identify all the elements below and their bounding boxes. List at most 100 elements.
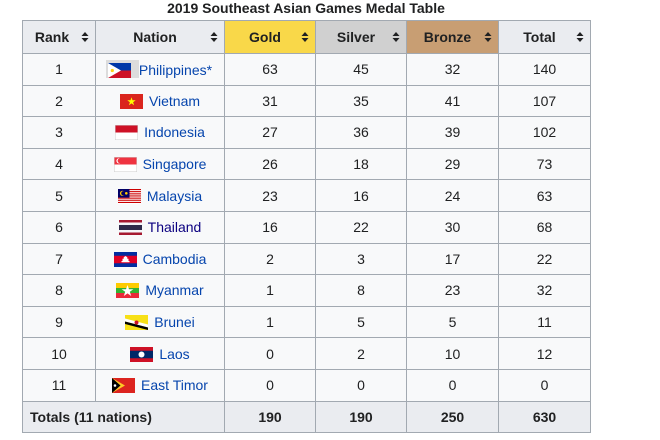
thailand-flag-icon[interactable] xyxy=(118,220,142,236)
nation-cell: East Timor xyxy=(95,368,225,402)
table-row: 7 Cambodia 2 3 17 22 xyxy=(22,242,591,276)
nation-link[interactable]: Singapore xyxy=(142,156,207,173)
total-cell: 0 xyxy=(498,368,591,402)
bronze-cell: 29 xyxy=(406,147,499,181)
silver-cell: 5 xyxy=(315,305,407,339)
table-row: 8 Myanmar 1 8 23 32 xyxy=(22,274,591,307)
sort-icon[interactable] xyxy=(81,31,89,43)
rank-cell: 5 xyxy=(22,179,96,212)
silver-column-header[interactable]: Silver xyxy=(315,20,407,54)
table-row: 2 Vietnam 31 35 41 107 xyxy=(22,84,591,118)
bronze-cell: 17 xyxy=(406,242,499,276)
gold-total: 190 xyxy=(224,400,316,433)
bronze-cell: 5 xyxy=(406,305,499,339)
table-caption: 2019 Southeast Asian Games Medal Table xyxy=(167,0,445,16)
laos-flag-icon[interactable] xyxy=(130,346,154,362)
bronze-cell: 39 xyxy=(406,116,499,149)
nation-link[interactable]: Laos xyxy=(159,345,190,362)
nation-cell: Myanmar xyxy=(95,274,225,307)
nation-link[interactable]: Vietnam xyxy=(148,92,201,109)
nation-cell: Vietnam xyxy=(95,84,225,118)
nation-link[interactable]: Indonesia xyxy=(144,124,205,141)
nation-cell: Laos xyxy=(95,337,225,370)
gold-cell: 23 xyxy=(224,179,316,212)
cambodia-flag-icon[interactable] xyxy=(113,251,137,267)
indonesia-flag-icon[interactable] xyxy=(115,125,139,141)
total-cell: 140 xyxy=(498,53,591,86)
total-header-label: Total xyxy=(523,29,556,45)
nation-link[interactable]: Malaysia xyxy=(146,187,203,204)
sort-icon[interactable] xyxy=(210,31,218,43)
nation-column-header[interactable]: Nation xyxy=(95,20,225,54)
vietnam-flag-icon[interactable] xyxy=(119,93,143,109)
bronze-header-label: Bronze xyxy=(423,29,472,45)
bronze-column-header[interactable]: Bronze xyxy=(406,20,499,54)
nation-link[interactable]: Brunei xyxy=(154,314,195,331)
gold-cell: 1 xyxy=(224,274,316,307)
bronze-cell: 30 xyxy=(406,210,499,244)
table-row: 1 Philippines* 63 45 32 140 xyxy=(22,53,591,86)
total-cell: 63 xyxy=(498,179,591,212)
total-cell: 22 xyxy=(498,242,591,276)
rank-cell: 7 xyxy=(22,242,96,276)
gold-cell: 63 xyxy=(224,53,316,86)
silver-cell: 36 xyxy=(315,116,407,149)
brunei-flag-icon[interactable] xyxy=(125,315,149,331)
total-cell: 32 xyxy=(498,274,591,307)
bronze-cell: 41 xyxy=(406,84,499,118)
total-cell: 73 xyxy=(498,147,591,181)
gold-cell: 16 xyxy=(224,210,316,244)
host-flag-highlight xyxy=(105,60,139,79)
totals-label: Totals (11 nations) xyxy=(22,400,225,433)
sort-icon[interactable] xyxy=(392,31,400,43)
rank-cell: 3 xyxy=(22,116,96,149)
nation-link[interactable]: East Timor xyxy=(141,377,208,394)
silver-cell: 18 xyxy=(315,147,407,181)
myanmar-flag-icon[interactable] xyxy=(116,283,140,299)
silver-cell: 8 xyxy=(315,274,407,307)
total-cell: 107 xyxy=(498,84,591,118)
gold-cell: 2 xyxy=(224,242,316,276)
nation-cell: Philippines* xyxy=(95,53,225,86)
medal-table: Rank Nation Gold Silver Bronze Total xyxy=(22,20,591,433)
singapore-flag-icon[interactable] xyxy=(113,157,137,173)
gold-cell: 26 xyxy=(224,147,316,181)
silver-cell: 35 xyxy=(315,84,407,118)
silver-cell: 3 xyxy=(315,242,407,276)
total-cell: 12 xyxy=(498,337,591,370)
gold-cell: 1 xyxy=(224,305,316,339)
rank-header-label: Rank xyxy=(34,29,70,45)
rank-cell: 8 xyxy=(22,274,96,307)
bronze-cell: 10 xyxy=(406,337,499,370)
silver-header-label: Silver xyxy=(336,29,376,45)
bronze-cell: 32 xyxy=(406,53,499,86)
nation-link[interactable]: Cambodia xyxy=(142,250,207,267)
gold-cell: 31 xyxy=(224,84,316,118)
east-timor-flag-icon[interactable] xyxy=(112,378,136,394)
gold-column-header[interactable]: Gold xyxy=(224,20,316,54)
header-row: Rank Nation Gold Silver Bronze Total xyxy=(22,20,591,54)
table-row: 6 Thailand 16 22 30 68 xyxy=(22,210,591,244)
bronze-total: 250 xyxy=(406,400,499,433)
nation-link[interactable]: Thailand xyxy=(147,219,202,236)
table-row: 10 Laos 0 2 10 12 xyxy=(22,337,591,370)
nation-cell: Malaysia xyxy=(95,179,225,212)
nation-link[interactable]: Myanmar xyxy=(145,282,204,299)
malaysia-flag-icon[interactable] xyxy=(117,188,141,204)
rank-column-header[interactable]: Rank xyxy=(22,20,96,54)
table-row: 11 East Timor 0 0 0 0 xyxy=(22,368,591,402)
rank-cell: 9 xyxy=(22,305,96,339)
sort-icon[interactable] xyxy=(484,31,492,43)
rank-cell: 11 xyxy=(22,368,96,402)
rank-cell: 1 xyxy=(22,53,96,86)
total-cell: 11 xyxy=(498,305,591,339)
rank-cell: 10 xyxy=(22,337,96,370)
sort-icon[interactable] xyxy=(301,31,309,43)
total-column-header[interactable]: Total xyxy=(498,20,591,54)
nation-link[interactable]: Philippines* xyxy=(138,62,213,79)
gold-cell: 0 xyxy=(224,337,316,370)
philippines-flag-icon[interactable] xyxy=(107,63,131,79)
sort-icon[interactable] xyxy=(576,31,584,43)
silver-cell: 45 xyxy=(315,53,407,86)
table-row: 5 Malaysia 23 16 24 63 xyxy=(22,179,591,212)
